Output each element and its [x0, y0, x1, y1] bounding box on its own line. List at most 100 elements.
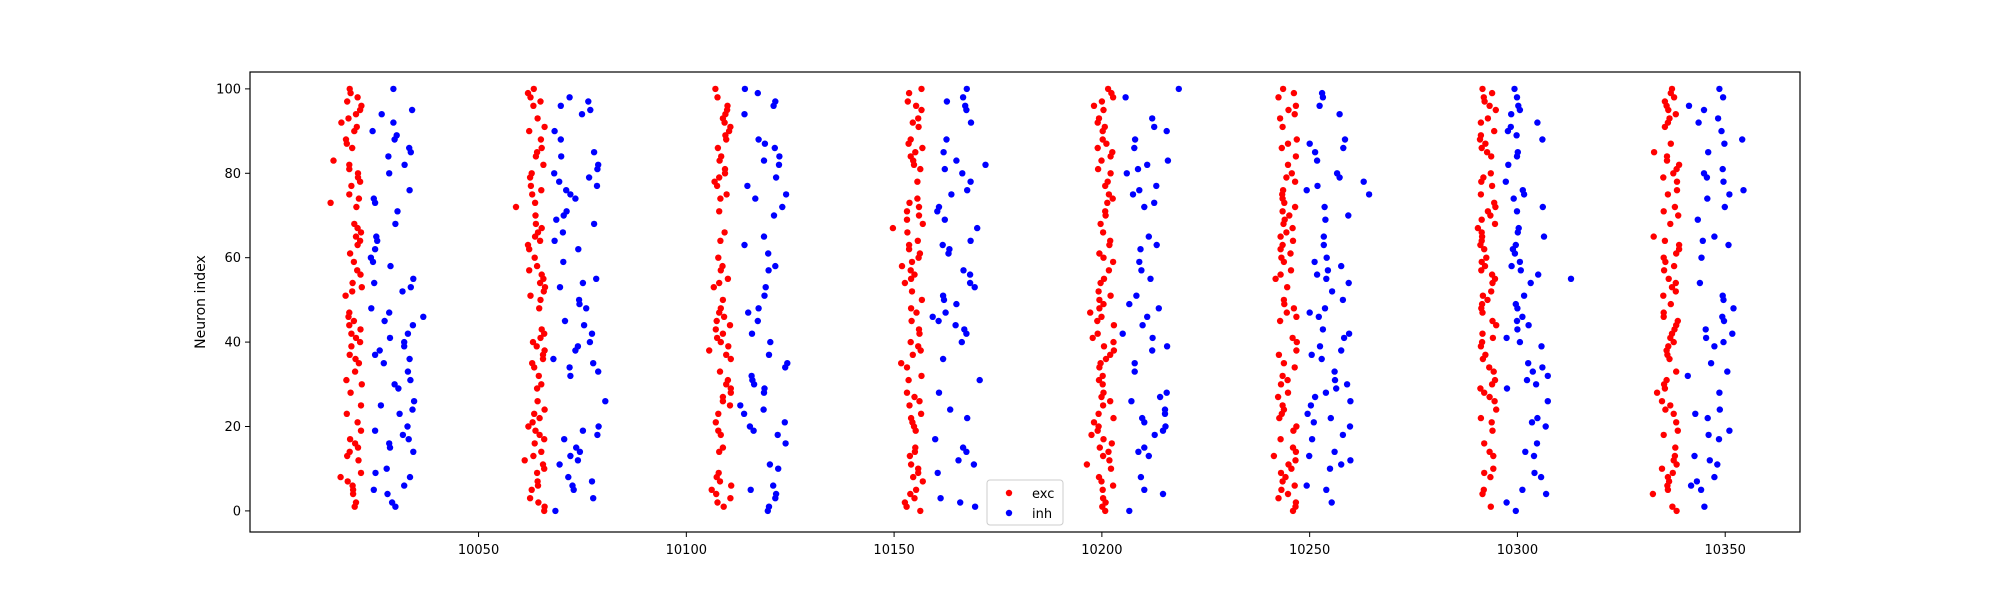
exc-spike-point	[907, 305, 915, 312]
exc-spike-point	[1481, 469, 1488, 477]
inh-spike-point	[563, 187, 570, 194]
exc-spike-point	[1492, 106, 1500, 114]
inh-spike-point	[371, 351, 379, 358]
inh-spike-point	[1532, 381, 1540, 388]
inh-spike-point	[409, 322, 417, 329]
exc-spike-point	[918, 372, 925, 380]
inh-spike-point	[404, 368, 412, 375]
x-tick-label: 10350	[1705, 543, 1746, 558]
exc-spike-point	[724, 376, 732, 384]
inh-spike-point	[1328, 288, 1336, 295]
inh-spike-point	[557, 136, 564, 143]
inh-spike-point	[1164, 157, 1172, 164]
inh-spike-point	[741, 111, 748, 118]
legend-marker-inh	[1005, 509, 1013, 517]
exc-spike-point	[726, 322, 734, 329]
exc-spike-point	[534, 478, 541, 485]
inh-spike-point	[602, 398, 609, 405]
exc-spike-point	[1283, 309, 1291, 316]
exc-spike-point	[1089, 334, 1096, 342]
inh-spike-point	[1720, 178, 1727, 185]
exc-spike-point	[726, 402, 734, 409]
exc-spike-point	[719, 296, 727, 304]
exc-spike-point	[1661, 98, 1669, 105]
inh-spike-point	[765, 351, 773, 358]
exc-spike-point	[1099, 372, 1106, 380]
exc-spike-point	[706, 347, 713, 354]
exc-spike-point	[912, 486, 920, 493]
exc-spike-point	[1665, 343, 1672, 350]
inh-spike-point	[1520, 292, 1528, 299]
inh-spike-point	[1739, 136, 1746, 143]
exc-spike-point	[356, 237, 364, 244]
inh-spike-point	[409, 406, 416, 413]
inh-spike-point	[1529, 368, 1537, 375]
exc-spike-point	[1098, 98, 1106, 105]
inh-spike-point	[567, 372, 574, 380]
inh-spike-point	[567, 191, 574, 198]
inh-spike-point	[1684, 372, 1692, 380]
exc-spike-point	[1094, 165, 1102, 173]
inh-spike-point	[1503, 385, 1511, 392]
inh-spike-point	[1702, 334, 1710, 342]
exc-spike-point	[1486, 364, 1493, 371]
inh-spike-point	[1513, 132, 1520, 139]
exc-spike-point	[1275, 94, 1282, 101]
exc-spike-point	[1481, 440, 1488, 447]
exc-spike-point	[907, 267, 914, 274]
exc-spike-point	[1671, 203, 1679, 211]
exc-spike-point	[1668, 85, 1676, 93]
inh-spike-point	[1315, 313, 1323, 320]
inh-spike-point	[1340, 144, 1347, 152]
exc-spike-point	[1107, 292, 1114, 299]
inh-spike-point	[1318, 355, 1325, 363]
inh-spike-point	[1538, 343, 1545, 350]
exc-spike-point	[1274, 393, 1282, 401]
exc-spike-point	[719, 262, 726, 270]
inh-spike-point	[406, 144, 413, 152]
inh-spike-point	[590, 220, 598, 228]
exc-spike-point	[1658, 398, 1666, 405]
inh-spike-point	[1145, 233, 1153, 240]
exc-spike-point	[710, 284, 717, 291]
inh-spike-point	[1149, 115, 1156, 122]
exc-spike-point	[717, 338, 724, 346]
exc-spike-point	[907, 461, 915, 468]
inh-spike-point	[561, 436, 568, 443]
inh-spike-point	[1514, 149, 1522, 156]
exc-spike-point	[1667, 140, 1675, 147]
exc-spike-point	[727, 355, 734, 363]
inh-spike-point	[1542, 423, 1549, 430]
exc-spike-point	[1488, 153, 1495, 160]
exc-spike-point	[1096, 305, 1103, 312]
exc-spike-point	[529, 338, 537, 346]
exc-spike-point	[718, 153, 725, 160]
inh-spike-point	[565, 473, 572, 481]
inh-spike-point	[385, 153, 392, 160]
exc-spike-point	[916, 250, 924, 257]
inh-spike-point	[1304, 410, 1311, 417]
inh-spike-point	[1516, 338, 1524, 346]
inh-spike-point	[1303, 482, 1310, 489]
inh-spike-point	[1531, 469, 1538, 477]
exc-spike-point	[1278, 144, 1286, 152]
exc-spike-point	[1285, 461, 1292, 468]
inh-spike-point	[1721, 140, 1728, 147]
exc-spike-point	[1672, 111, 1680, 118]
inh-spike-point	[373, 233, 380, 240]
exc-spike-point	[717, 237, 724, 244]
inh-spike-point	[1339, 296, 1347, 304]
inh-spike-point	[407, 284, 414, 291]
exc-spike-point	[715, 469, 722, 477]
exc-spike-point	[348, 330, 355, 337]
inh-spike-point	[1313, 271, 1321, 278]
exc-spike-point	[713, 317, 720, 325]
exc-spike-point	[1101, 123, 1109, 131]
inh-spike-point	[1331, 448, 1338, 455]
exc-spike-point	[1667, 220, 1674, 228]
inh-spike-point	[1700, 106, 1708, 114]
inh-spike-point	[1163, 127, 1170, 135]
exc-spike-point	[1105, 448, 1112, 455]
exc-spike-point	[346, 191, 353, 198]
inh-spike-point	[1721, 203, 1729, 211]
